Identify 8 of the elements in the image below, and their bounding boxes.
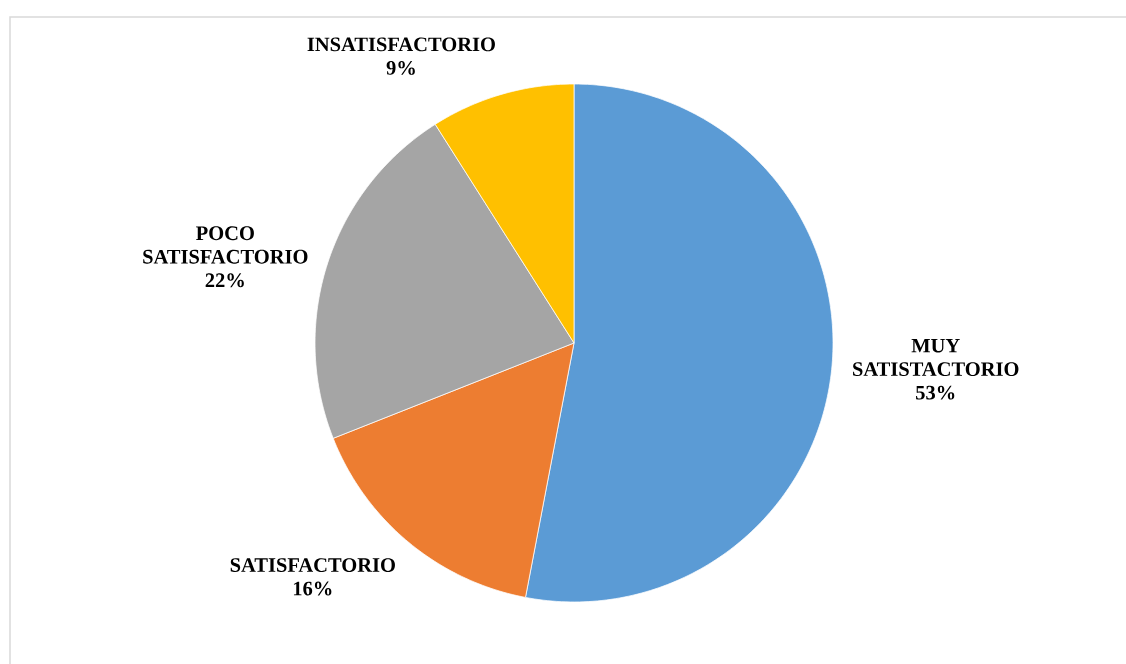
data-label: 22% — [205, 273, 244, 288]
data-label: 53% — [916, 385, 955, 400]
data-label: 9% — [386, 60, 415, 75]
data-label: 16% — [293, 581, 332, 596]
slice-label: SATISFACTORIO — [230, 558, 395, 572]
slice-label: MUY SATISTACTORIO — [853, 338, 1019, 377]
slice-label: POCO SATISFACTORIO — [143, 226, 308, 264]
slice-label: INSATISFACTORIO — [307, 37, 495, 52]
